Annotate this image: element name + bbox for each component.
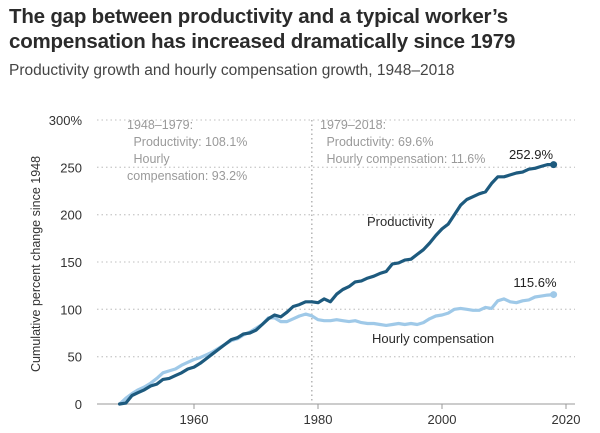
annotation-line: 1948–1979: bbox=[127, 118, 193, 132]
annotation-line: 1979–2018: bbox=[320, 118, 386, 132]
y-axis-ticks: 0 50 100 150 200 250 300% bbox=[49, 113, 83, 412]
end-label-hourly-compensation: 115.6% bbox=[513, 275, 557, 290]
y-axis-label: Cumulative percent change since 1948 bbox=[29, 156, 43, 372]
annotation-1948-1979: 1948–1979: Productivity: 108.1% Hourly c… bbox=[127, 118, 247, 183]
chart-title: The gap between productivity and a typic… bbox=[9, 5, 516, 53]
series-label-productivity: Productivity bbox=[367, 214, 435, 229]
y-tick-label: 200 bbox=[60, 208, 82, 223]
x-axis: 1960 1980 2000 2020 bbox=[180, 404, 581, 427]
y-tick-label: 50 bbox=[68, 350, 82, 365]
x-tick-label: 1960 bbox=[180, 412, 209, 427]
series-label-hourly-compensation: Hourly compensation bbox=[372, 331, 494, 346]
chart-subtitle: Productivity growth and hourly compensat… bbox=[9, 62, 455, 79]
annotation-line: compensation: 93.2% bbox=[127, 169, 247, 183]
annotation-line: Hourly compensation: 11.6% bbox=[323, 152, 485, 166]
gridlines bbox=[97, 119, 575, 405]
annotation-line: Hourly bbox=[130, 152, 170, 166]
x-tick-label: 2020 bbox=[552, 412, 581, 427]
x-tick-label: 1980 bbox=[304, 412, 333, 427]
y-tick-label: 100 bbox=[60, 302, 82, 317]
y-tick-label: 150 bbox=[60, 255, 82, 270]
annotation-line: Productivity: 108.1% bbox=[130, 135, 247, 149]
series-line-productivity bbox=[118, 163, 556, 406]
end-label-productivity: 252.9% bbox=[509, 147, 554, 162]
y-tick-label: 250 bbox=[60, 160, 82, 175]
series-line-hourly-compensation bbox=[118, 293, 556, 406]
end-point-hourly-compensation bbox=[550, 291, 558, 299]
annotation-1979-2018: 1979–2018: Productivity: 69.6% Hourly co… bbox=[320, 118, 485, 166]
y-tick-label: 300% bbox=[49, 113, 83, 128]
y-tick-label: 0 bbox=[75, 397, 82, 412]
annotation-line: Productivity: 69.6% bbox=[323, 135, 433, 149]
x-tick-label: 2000 bbox=[428, 412, 457, 427]
end-point-productivity bbox=[550, 161, 558, 169]
